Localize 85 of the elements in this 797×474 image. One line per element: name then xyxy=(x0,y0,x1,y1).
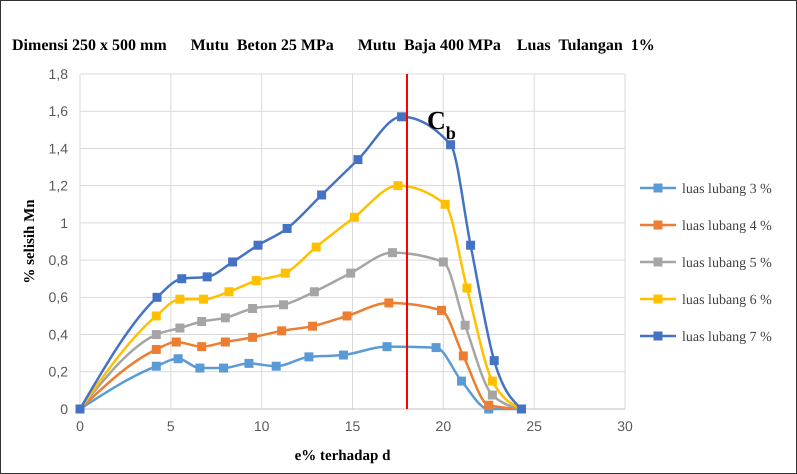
y-tick-label: 1,8 xyxy=(48,66,68,82)
y-axis-title: % selisih Mn xyxy=(22,198,38,284)
point xyxy=(458,351,468,360)
y-tick-label: 0 xyxy=(60,400,68,417)
x-tick-label: 30 xyxy=(617,418,633,434)
point xyxy=(397,112,406,122)
point xyxy=(308,322,318,331)
y-tick-label: 1,4 xyxy=(48,140,68,156)
y-tick-label: 0,8 xyxy=(48,252,68,268)
point xyxy=(248,332,258,342)
point xyxy=(177,274,186,284)
point xyxy=(432,343,441,352)
point xyxy=(317,190,326,200)
point xyxy=(304,352,314,362)
point xyxy=(457,376,466,386)
point xyxy=(490,356,499,366)
point xyxy=(175,294,184,304)
point xyxy=(202,272,212,282)
point xyxy=(152,311,161,320)
point xyxy=(272,362,281,371)
x-tick-label: 5 xyxy=(166,418,175,434)
legend-label: luas lubang 6 % xyxy=(682,292,772,308)
point xyxy=(152,344,161,354)
y-tick-label: 0,4 xyxy=(48,326,68,342)
point xyxy=(342,311,352,320)
point xyxy=(248,304,258,313)
point xyxy=(172,338,181,346)
point xyxy=(310,287,319,296)
point xyxy=(350,212,359,222)
point xyxy=(280,268,290,278)
point xyxy=(460,320,470,330)
y-tick-label: 0,6 xyxy=(48,289,68,306)
point xyxy=(462,284,472,293)
chart-title: Dimensi 250 x 500 mm Mutu Beton 25 MPa Mutu Baja 400 MPa Luas Tulangan 1% xyxy=(12,37,655,54)
point xyxy=(220,338,230,346)
point xyxy=(228,257,238,266)
point xyxy=(384,298,394,308)
legend-label: luas lubang 3 % xyxy=(682,182,772,197)
x-tick-label: 25 xyxy=(526,418,542,434)
point xyxy=(282,224,292,233)
point xyxy=(220,313,230,322)
point xyxy=(440,200,450,209)
point xyxy=(488,390,497,400)
x-tick-label: 0 xyxy=(76,418,84,434)
legend-label: luas lubang 5 % xyxy=(682,256,772,271)
x-tick-label: 15 xyxy=(344,418,360,434)
point xyxy=(484,400,494,410)
point xyxy=(197,342,206,352)
point xyxy=(254,240,263,250)
point xyxy=(388,248,397,258)
y-tick-label: 0,2 xyxy=(48,364,68,380)
point xyxy=(195,364,204,373)
point xyxy=(353,155,362,164)
point xyxy=(466,240,476,250)
point xyxy=(152,292,162,302)
point xyxy=(219,364,228,373)
point xyxy=(393,181,402,190)
point xyxy=(174,354,183,364)
legend-label: luas lubang 4 % xyxy=(682,218,772,234)
legend-label: luas lubang 7 % xyxy=(682,330,772,345)
y-tick-label: 1,6 xyxy=(48,103,68,120)
y-tick-label: 1,2 xyxy=(48,178,68,194)
point xyxy=(197,317,206,326)
y-tick-label: 1 xyxy=(60,214,68,231)
point xyxy=(437,306,446,315)
x-tick-label: 10 xyxy=(254,418,270,434)
point xyxy=(175,324,184,333)
point xyxy=(312,242,321,252)
point xyxy=(338,350,348,360)
x-tick-label: 20 xyxy=(436,418,452,434)
x-axis-title: e% terhadap d xyxy=(294,448,392,464)
point xyxy=(277,326,286,336)
point xyxy=(382,342,392,352)
point xyxy=(488,376,497,386)
point xyxy=(224,287,234,296)
point xyxy=(278,300,288,310)
point xyxy=(346,268,356,278)
ref-line-label: C$_{b}$ xyxy=(427,106,456,143)
point xyxy=(199,294,208,304)
point xyxy=(152,330,161,340)
point xyxy=(252,276,261,286)
point xyxy=(438,257,448,266)
point xyxy=(446,140,456,150)
point xyxy=(152,362,161,371)
point xyxy=(244,358,254,368)
